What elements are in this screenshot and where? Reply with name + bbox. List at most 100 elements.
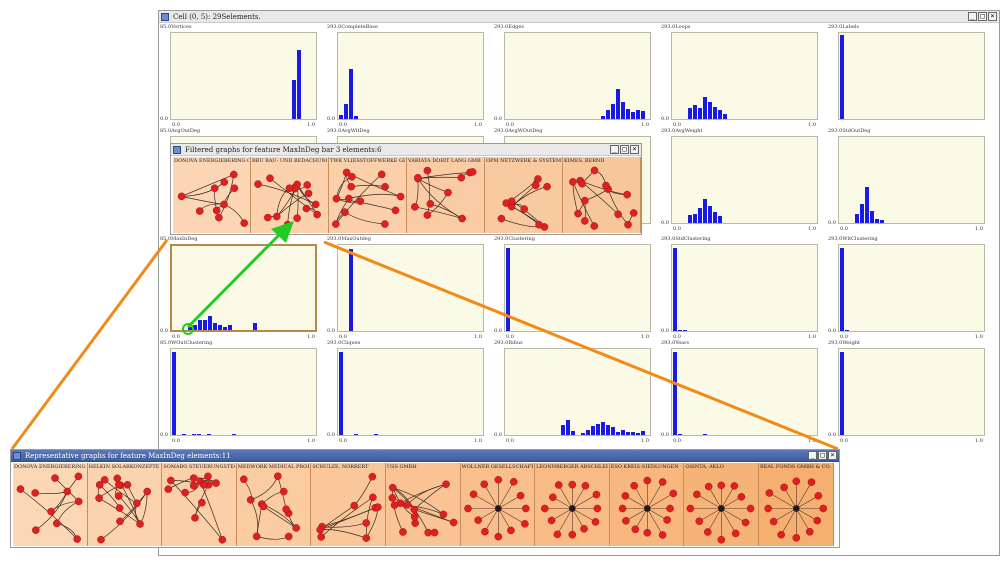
histogram-plot-area[interactable] bbox=[671, 136, 818, 224]
histogram-bar[interactable] bbox=[606, 425, 610, 435]
histogram-bar[interactable] bbox=[606, 110, 610, 119]
histogram-bar[interactable] bbox=[188, 327, 192, 330]
histogram-bar[interactable] bbox=[688, 108, 692, 119]
histogram-bar[interactable] bbox=[840, 248, 844, 331]
histogram-bar[interactable] bbox=[198, 320, 202, 330]
histogram-plot-area[interactable] bbox=[504, 348, 651, 436]
maximize-icon[interactable]: □ bbox=[978, 12, 987, 21]
histogram-plot-area[interactable] bbox=[170, 244, 317, 332]
histogram-plot-area[interactable] bbox=[337, 32, 484, 120]
histogram-bar[interactable] bbox=[703, 434, 707, 435]
histogram-panel[interactable]: 85.0MaxInDeg 0.0 0.0 1.0 bbox=[160, 238, 317, 340]
histogram-bar[interactable] bbox=[698, 108, 702, 119]
histogram-panel[interactable]: 293.0Edges 0.0 0.0 1.0 bbox=[494, 26, 651, 128]
histogram-bar[interactable] bbox=[708, 206, 712, 223]
graph-thumbnail[interactable]: HELKIN SOLARKONZEPTE bbox=[88, 463, 163, 546]
histogram-panel[interactable]: 293.0AvgWeight 0.0 0.0 1.0 bbox=[661, 130, 818, 232]
graph-thumbnail[interactable]: ESO KREIS-SIEDLUNGEN bbox=[610, 463, 685, 546]
histogram-bar[interactable] bbox=[641, 111, 645, 119]
histogram-panel[interactable]: 85.0Vertices 0.0 0.0 1.0 bbox=[160, 26, 317, 128]
histogram-panel[interactable]: 293.0Weight 0.0 0.0 1.0 bbox=[828, 342, 985, 444]
histogram-bar[interactable] bbox=[840, 352, 844, 435]
histogram-bar[interactable] bbox=[172, 352, 176, 435]
histogram-bar[interactable] bbox=[688, 215, 692, 223]
histogram-bar[interactable] bbox=[232, 434, 236, 435]
histogram-bar[interactable] bbox=[213, 323, 217, 330]
histogram-bar[interactable] bbox=[611, 427, 615, 435]
graph-thumbnail[interactable]: SOMABO STEUERUNGSTECH bbox=[162, 463, 237, 546]
histogram-bar[interactable] bbox=[626, 109, 630, 119]
histogram-bar[interactable] bbox=[845, 330, 849, 331]
histogram-bar[interactable] bbox=[718, 216, 722, 223]
histogram-bar[interactable] bbox=[718, 110, 722, 119]
graph-thumbnail[interactable]: REAL FONDS GMBH & CO. bbox=[759, 463, 834, 546]
histogram-panel[interactable]: 293.0StdClustering 0.0 0.0 1.0 bbox=[661, 238, 818, 340]
histogram-panel[interactable]: 85.0WOutClustering 0.0 0.0 1.0 bbox=[160, 342, 317, 444]
histogram-bar[interactable] bbox=[616, 432, 620, 435]
close-icon[interactable]: × bbox=[988, 12, 997, 21]
minimize-icon[interactable]: _ bbox=[610, 145, 619, 154]
histogram-bar[interactable] bbox=[875, 219, 879, 223]
histogram-panel[interactable]: 293.0Cliques 0.0 0.0 1.0 bbox=[327, 342, 484, 444]
histogram-bar[interactable] bbox=[673, 248, 677, 331]
histogram-bar[interactable] bbox=[621, 430, 625, 435]
histogram-bar[interactable] bbox=[708, 102, 712, 119]
histogram-bar[interactable] bbox=[698, 208, 702, 223]
minimize-icon[interactable]: _ bbox=[968, 12, 977, 21]
histogram-bar[interactable] bbox=[673, 352, 677, 435]
histogram-bar[interactable] bbox=[641, 431, 645, 435]
graph-thumbnail[interactable]: VARIATA DORIT LANG GMB bbox=[407, 157, 485, 233]
histogram-bar[interactable] bbox=[703, 97, 707, 119]
histogram-bar[interactable] bbox=[339, 352, 343, 435]
histogram-bar[interactable] bbox=[297, 50, 301, 119]
histogram-panel[interactable]: 293.0CompleteBase 0.0 0.0 1.0 bbox=[327, 26, 484, 128]
histogram-bar[interactable] bbox=[223, 327, 227, 330]
close-icon[interactable]: × bbox=[630, 145, 639, 154]
close-icon[interactable]: × bbox=[828, 451, 837, 460]
histogram-bar[interactable] bbox=[591, 426, 595, 435]
histogram-panel[interactable]: 293.0WltClustering 0.0 0.0 1.0 bbox=[828, 238, 985, 340]
histogram-bar[interactable] bbox=[354, 434, 358, 435]
graph-thumbnail[interactable]: KIMES, BERND bbox=[563, 157, 641, 233]
histogram-bar[interactable] bbox=[601, 116, 605, 119]
histogram-bar[interactable] bbox=[693, 214, 697, 223]
histogram-bar[interactable] bbox=[870, 211, 874, 223]
representative-window-titlebar[interactable]: Representative graphs for feature MaxInD… bbox=[11, 450, 839, 462]
histogram-bar[interactable] bbox=[339, 115, 343, 119]
histogram-bar[interactable] bbox=[678, 330, 682, 331]
histogram-bar[interactable] bbox=[678, 434, 682, 435]
graph-thumbnail[interactable]: MEDWORK MEDICAL PRODU bbox=[237, 463, 312, 546]
histogram-bar[interactable] bbox=[601, 422, 605, 435]
histogram-bar[interactable] bbox=[203, 320, 207, 330]
filtered-window-titlebar[interactable]: Filtered graphs for feature MaxInDeg bar… bbox=[171, 144, 641, 156]
histogram-bar[interactable] bbox=[631, 432, 635, 435]
histogram-plot-area[interactable] bbox=[504, 244, 651, 332]
histogram-bar[interactable] bbox=[354, 116, 358, 119]
histogram-bar[interactable] bbox=[581, 433, 585, 435]
histogram-bar[interactable] bbox=[683, 330, 687, 331]
graph-thumbnail[interactable]: OPM NETZWERK & SYSTEM bbox=[485, 157, 563, 233]
histogram-bar[interactable] bbox=[566, 420, 570, 435]
histogram-bar[interactable] bbox=[636, 433, 640, 435]
histogram-bar[interactable] bbox=[506, 248, 510, 331]
histogram-bar[interactable] bbox=[344, 104, 348, 119]
histogram-bar[interactable] bbox=[586, 430, 590, 435]
histogram-panel[interactable]: 293.0Clustering 0.0 0.0 1.0 bbox=[494, 238, 651, 340]
histogram-bar[interactable] bbox=[865, 187, 869, 223]
histogram-bar[interactable] bbox=[349, 69, 353, 119]
histogram-plot-area[interactable] bbox=[838, 136, 985, 224]
histogram-bar[interactable] bbox=[713, 212, 717, 223]
graph-thumbnail[interactable]: USS GMBH bbox=[386, 463, 461, 546]
histogram-bar[interactable] bbox=[208, 316, 212, 330]
graph-thumbnail[interactable]: LEONNBERGER ABSCHLEPP bbox=[535, 463, 610, 546]
histogram-panel[interactable]: 293.0Labels bbox=[828, 26, 985, 128]
minimize-icon[interactable]: _ bbox=[808, 451, 817, 460]
histogram-plot-area[interactable] bbox=[504, 32, 651, 120]
histogram-bar[interactable] bbox=[192, 434, 196, 435]
histogram-bar[interactable] bbox=[693, 105, 697, 119]
histogram-plot-area[interactable] bbox=[838, 348, 985, 436]
histogram-plot-area[interactable] bbox=[671, 244, 818, 332]
graph-thumbnail[interactable]: WOLLNER GESELLSCHAFT bbox=[461, 463, 536, 546]
histogram-plot-area[interactable] bbox=[671, 348, 818, 436]
histogram-plot-area[interactable] bbox=[337, 348, 484, 436]
